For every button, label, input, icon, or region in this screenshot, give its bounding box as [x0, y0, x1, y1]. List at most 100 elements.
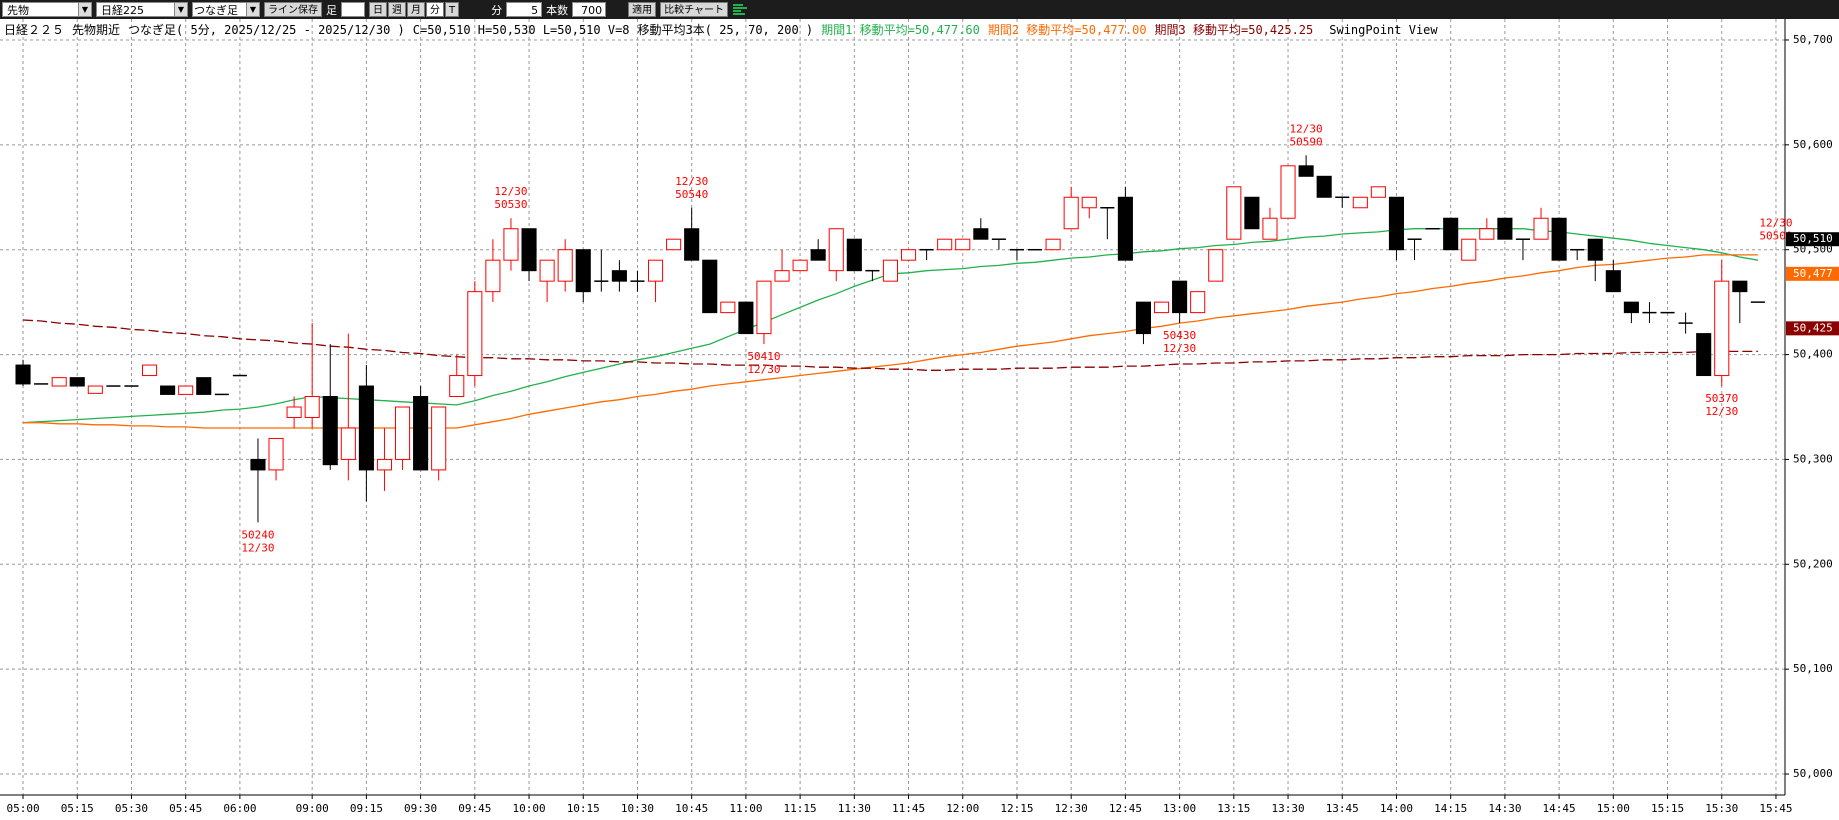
- x-tick-label: 12:30: [1055, 802, 1088, 815]
- candle-body: [1081, 196, 1097, 209]
- x-tick-label: 13:30: [1271, 802, 1304, 815]
- candle-body: [955, 238, 971, 251]
- candle-body: [1135, 301, 1152, 335]
- instrument: 日経２２５: [4, 23, 65, 37]
- compare-button[interactable]: 比較チャート: [660, 2, 729, 17]
- x-tick-label: 14:30: [1488, 802, 1521, 815]
- candle-body: [720, 301, 736, 314]
- dropdown-arrow: ▼: [78, 3, 91, 16]
- candle-body: [756, 280, 772, 335]
- price-tag: [1786, 232, 1839, 247]
- candle-body: [828, 228, 844, 272]
- candle-body: [1461, 238, 1477, 261]
- candle-body: [1605, 270, 1621, 293]
- x-tick-label: 09:30: [404, 802, 437, 815]
- candle-body: [1045, 238, 1061, 251]
- candle-body: [1117, 196, 1133, 261]
- swing-price: 50240: [241, 528, 274, 541]
- description: つなぎ足( 5分, 2025/12/25 - 2025/12/30 ): [128, 23, 405, 37]
- candle-body: [684, 228, 700, 261]
- x-tick-label: 12:00: [946, 802, 979, 815]
- ashi-input[interactable]: [341, 2, 365, 17]
- candle-body: [15, 364, 31, 385]
- x-tick-label: 15:45: [1759, 802, 1792, 815]
- x-tick-label: 14:15: [1434, 802, 1467, 815]
- candle-body: [666, 238, 682, 251]
- x-tick-label: 11:15: [784, 802, 817, 815]
- candle-body: [1714, 280, 1730, 377]
- candle-body: [467, 291, 483, 377]
- candle-body: [1388, 196, 1405, 251]
- candle-body: [1298, 165, 1314, 177]
- period-button[interactable]: 週: [388, 2, 406, 17]
- dropdown-arrow: ▼: [174, 3, 187, 16]
- candle-body: [1208, 249, 1224, 282]
- x-tick-label: 12:45: [1109, 802, 1142, 815]
- candle-body: [611, 270, 627, 282]
- period-button[interactable]: 分: [426, 2, 444, 17]
- ohlcv: C=50,510 H=50,530 L=50,510 V=8: [412, 23, 630, 37]
- period-button[interactable]: 月: [407, 2, 425, 17]
- candle-body: [1226, 186, 1242, 240]
- market-select[interactable]: 先物 ▼: [2, 2, 92, 17]
- apply-button[interactable]: 適用: [628, 2, 657, 17]
- candle-body: [322, 396, 338, 466]
- x-tick-label: 15:00: [1597, 802, 1630, 815]
- interval-input[interactable]: 5: [506, 2, 543, 17]
- candle-body: [449, 375, 465, 398]
- period-button[interactable]: T: [445, 2, 460, 17]
- chart-icon[interactable]: [732, 3, 748, 17]
- x-tick-label: 15:15: [1651, 802, 1684, 815]
- moving-average-line: [22, 319, 1758, 371]
- candle-body: [539, 259, 555, 282]
- ashi-label: 足: [326, 3, 337, 17]
- x-tick-label: 13:15: [1217, 802, 1250, 815]
- ma-info: 移動平均3本( 25, 70, 200 ): [637, 23, 814, 37]
- candle-body: [702, 259, 718, 314]
- swing-price: 50370: [1705, 392, 1738, 405]
- candle-body: [1533, 217, 1549, 240]
- count-input[interactable]: 700: [572, 2, 607, 17]
- y-tick-label: 50,700: [1793, 33, 1833, 46]
- swing-price: 50500: [1759, 230, 1792, 243]
- x-tick-label: 14:45: [1543, 802, 1576, 815]
- swing-price: 50430: [1163, 329, 1196, 342]
- candle-body: [503, 228, 519, 261]
- price-tag-label: 50,425: [1793, 321, 1833, 334]
- x-tick-label: 09:00: [296, 802, 329, 815]
- legend-entry: 期間1 移動平均=50,477.60: [821, 23, 980, 37]
- candle-body: [340, 427, 356, 460]
- candle-body: [882, 259, 899, 282]
- candle-body: [304, 396, 320, 418]
- save-line-button[interactable]: ライン保存: [264, 2, 322, 17]
- x-tick-label: 05:30: [115, 802, 148, 815]
- price-tag: [1786, 266, 1839, 281]
- moving-average-line: [22, 228, 1759, 424]
- y-tick-label: 50,100: [1793, 662, 1833, 675]
- candle-body: [394, 406, 411, 460]
- candle-body: [69, 377, 85, 387]
- candle-body: [1497, 217, 1513, 240]
- candle-body: [268, 437, 284, 471]
- candle-body: [937, 238, 953, 251]
- candle-body: [358, 385, 374, 471]
- bar-type-select[interactable]: つなぎ足 ▼: [192, 2, 260, 17]
- x-tick-label: 11:45: [892, 802, 925, 815]
- dropdown-arrow: ▼: [246, 3, 259, 16]
- candle-body: [1153, 301, 1170, 314]
- price-tag: [1786, 321, 1839, 336]
- period-button[interactable]: 日: [369, 2, 387, 17]
- candle-body: [1063, 196, 1079, 230]
- candle-body: [1370, 186, 1386, 198]
- candle-body: [1316, 175, 1332, 198]
- candle-body: [792, 259, 808, 272]
- swing-price: 50410: [747, 350, 780, 363]
- candle-body: [1172, 280, 1188, 314]
- swing-price: 50530: [494, 198, 527, 211]
- x-tick-label: 10:15: [567, 802, 600, 815]
- candle-body: [178, 385, 194, 395]
- candle-body: [485, 259, 501, 293]
- candle-body: [1479, 228, 1495, 240]
- candle-body: [1623, 301, 1639, 314]
- index-select[interactable]: 日経225 ▼: [96, 2, 188, 17]
